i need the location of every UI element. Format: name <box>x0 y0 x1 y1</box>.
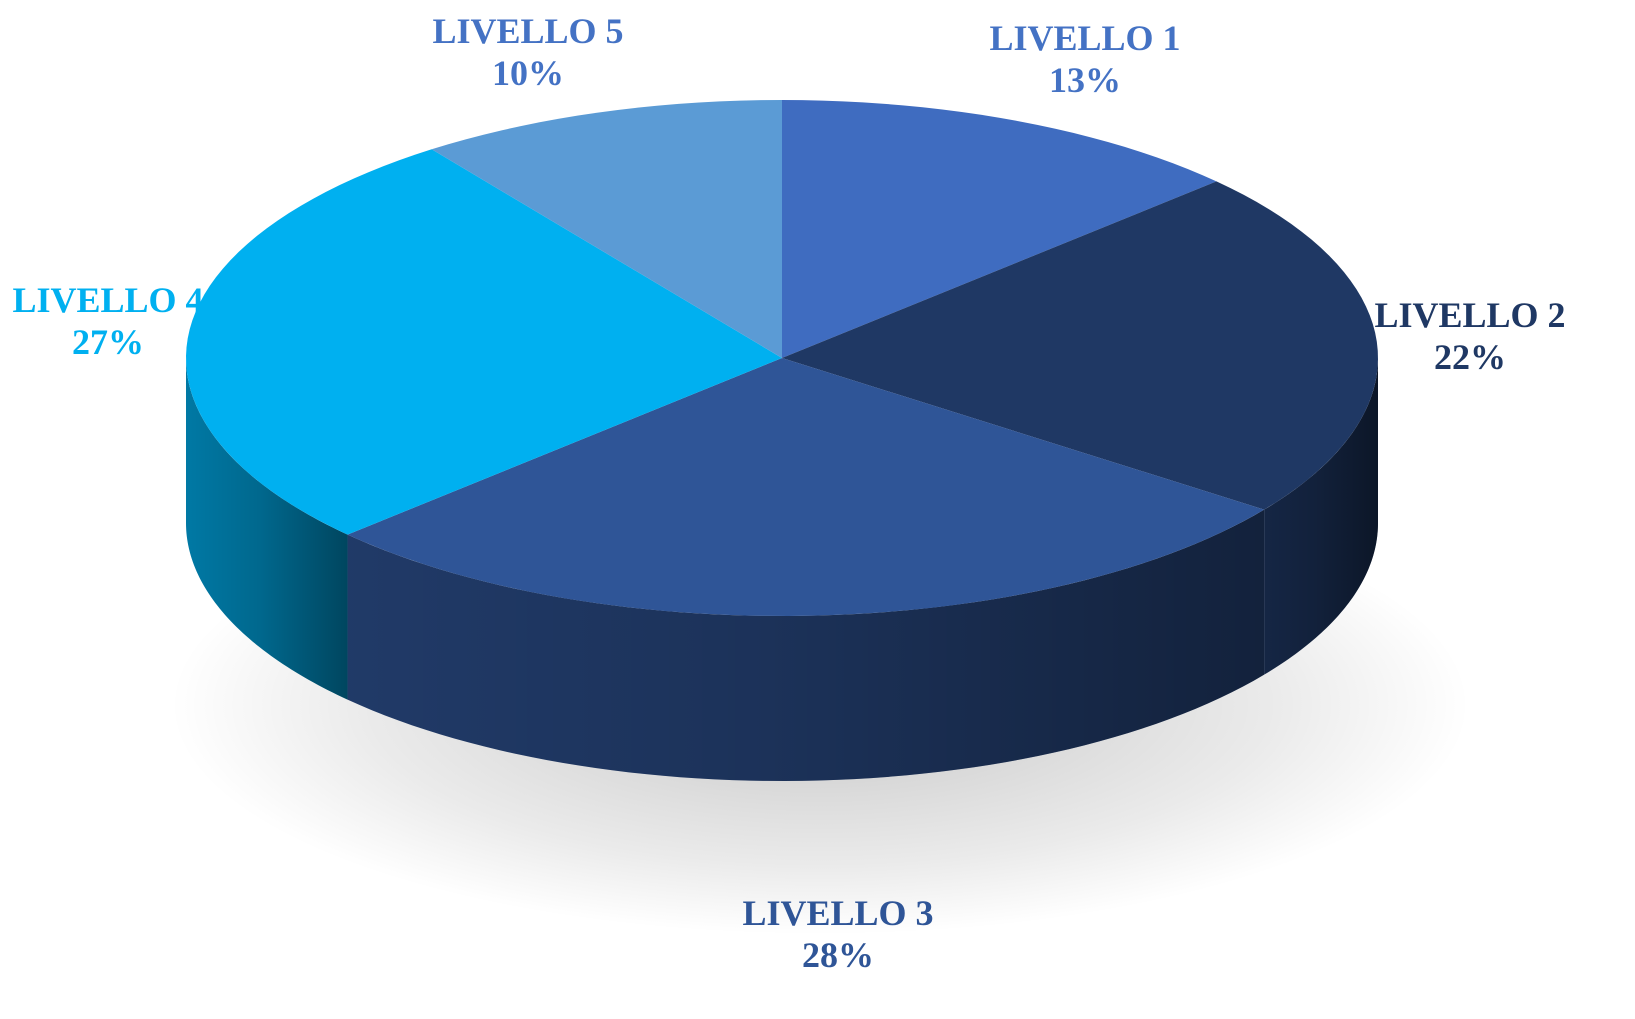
pie-top <box>186 100 1378 616</box>
slice-label-name: LIVELLO 5 <box>432 11 623 51</box>
slice-label-value: 10% <box>492 53 564 93</box>
pie-slice-livello-3 <box>347 358 1265 616</box>
pie-labels: LIVELLO 113%LIVELLO 222%LIVELLO 328%LIVE… <box>12 11 1565 975</box>
slice-label-livello-5: LIVELLO 510% <box>432 11 623 93</box>
slice-label-livello-4: LIVELLO 427% <box>12 280 203 362</box>
pie-side-shade-livello-4 <box>186 358 348 700</box>
pie-slice-livello-1 <box>782 100 1217 358</box>
slice-label-value: 13% <box>1049 60 1121 100</box>
slice-label-livello-3: LIVELLO 328% <box>742 893 933 975</box>
slice-label-name: LIVELLO 2 <box>1374 295 1565 335</box>
slice-label-livello-2: LIVELLO 222% <box>1374 295 1565 377</box>
pie-side-shade-livello-2 <box>1264 358 1378 675</box>
pie-side-shade-livello-3 <box>347 509 1265 781</box>
pie-slice-livello-5 <box>431 100 782 358</box>
slice-label-livello-1: LIVELLO 113% <box>989 18 1180 100</box>
pie-slice-livello-2 <box>782 181 1378 510</box>
pie-slice-livello-4 <box>186 149 782 535</box>
slice-label-name: LIVELLO 3 <box>742 893 933 933</box>
pie-sides <box>186 358 1378 781</box>
slice-label-name: LIVELLO 4 <box>12 280 203 320</box>
slice-label-name: LIVELLO 1 <box>989 18 1180 58</box>
slice-label-value: 27% <box>72 322 144 362</box>
slice-label-value: 28% <box>802 935 874 975</box>
slice-label-value: 22% <box>1434 337 1506 377</box>
